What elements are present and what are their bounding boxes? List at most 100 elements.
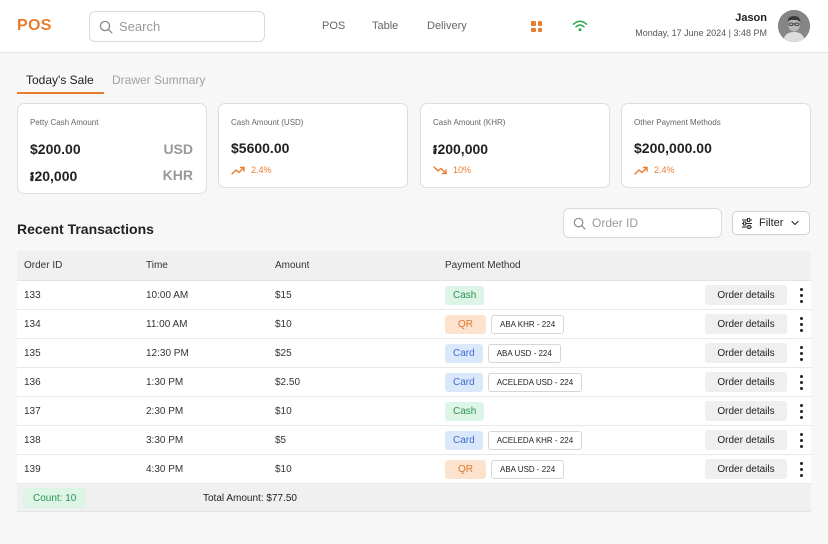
payment-method-cell: Cash — [445, 281, 485, 309]
app-logo[interactable]: POS — [17, 17, 52, 34]
order-id-cell: 134 — [24, 318, 41, 330]
table-row: 136 1:30 PM $2.50 Card ACELEDA USD - 224 Orde… — [17, 368, 811, 397]
other-payment-trend: 2.4% — [634, 165, 675, 175]
search-box[interactable] — [89, 11, 265, 42]
time-cell: 11:00 AM — [146, 318, 188, 330]
trending-down-icon — [433, 165, 447, 174]
cash-usd-value: $5600.00 — [231, 140, 290, 156]
payment-method-badge: QR — [445, 314, 486, 334]
filter-label: Filter — [759, 217, 784, 229]
table-row: 133 10:00 AM $15 Cash Order details — [17, 281, 811, 310]
sliders-icon — [742, 217, 752, 229]
other-payment-card: Other Payment Methods $200,000.00 2.4% — [621, 103, 811, 188]
avatar[interactable] — [778, 10, 810, 42]
more-options-icon[interactable] — [797, 375, 805, 390]
payment-method-cell: Card ABA USD - 224 — [445, 339, 561, 367]
total-amount: Total Amount: $77.50 — [203, 492, 297, 504]
nav-table[interactable]: Table — [372, 20, 399, 32]
nav-pos[interactable]: POS — [322, 20, 346, 32]
time-cell: 1:30 PM — [146, 376, 184, 388]
tab-drawer-summary[interactable]: Drawer Summary — [112, 73, 206, 87]
more-options-icon[interactable] — [797, 346, 805, 361]
card-title: Cash Amount (KHR) — [433, 118, 506, 127]
trending-up-icon — [634, 166, 648, 175]
column-header-order-id: Order ID — [24, 260, 63, 271]
payment-method-badge: Cash — [445, 401, 485, 421]
top-bar: POS POS Table Delivery Jason Monday, 17 … — [0, 0, 828, 53]
bank-account-tag: ABA KHR - 224 — [491, 314, 565, 334]
cash-usd-card: Cash Amount (USD) $5600.00 2.4% — [218, 103, 408, 188]
order-details-button[interactable]: Order details — [705, 401, 787, 421]
more-options-icon[interactable] — [797, 433, 805, 448]
card-title: Petty Cash Amount — [30, 118, 99, 127]
card-title: Cash Amount (USD) — [231, 118, 304, 127]
payment-method-badge: Cash — [445, 285, 485, 305]
order-id-cell: 138 — [24, 434, 41, 446]
more-options-icon[interactable] — [797, 317, 805, 332]
order-details-button[interactable]: Order details — [705, 372, 787, 392]
apps-grid-icon[interactable] — [531, 21, 542, 32]
cash-khr-trend: 10% — [433, 165, 471, 175]
petty-khr-unit: KHR — [162, 167, 193, 183]
chevron-down-icon — [791, 220, 800, 226]
table-row: 139 4:30 PM $10 QR ABA USD - 224 Order detail… — [17, 455, 811, 484]
time-cell: 4:30 PM — [146, 463, 184, 475]
payment-method-cell: Card ACELEDA KHR - 224 — [445, 426, 583, 454]
amount-cell: $2.50 — [275, 376, 301, 388]
wifi-icon[interactable] — [572, 19, 588, 33]
payment-method-cell: Card ACELEDA USD - 224 — [445, 368, 583, 396]
more-options-icon[interactable] — [797, 462, 805, 477]
other-payment-value: $200,000.00 — [634, 140, 712, 156]
tab-todays-sale[interactable]: Today's Sale — [17, 73, 104, 94]
trending-up-icon — [231, 166, 245, 175]
trend-value: 2.4% — [251, 165, 272, 175]
petty-usd-value: $200.00 — [30, 141, 81, 157]
order-search-box[interactable] — [563, 208, 722, 238]
trend-value: 2.4% — [654, 165, 675, 175]
amount-cell: $10 — [275, 463, 292, 475]
petty-cash-card: Petty Cash Amount $200.00 USD ៛20,000 KH… — [17, 103, 207, 194]
column-header-time: Time — [146, 260, 168, 271]
card-title: Other Payment Methods — [634, 118, 721, 127]
order-details-button[interactable]: Order details — [705, 343, 787, 363]
amount-cell: $10 — [275, 318, 292, 330]
order-details-button[interactable]: Order details — [705, 459, 787, 479]
user-name: Jason — [735, 12, 767, 24]
table-row: 135 12:30 PM $25 Card ABA USD - 224 Order det… — [17, 339, 811, 368]
amount-cell: $5 — [275, 434, 287, 446]
order-details-button[interactable]: Order details — [705, 285, 787, 305]
order-details-button[interactable]: Order details — [705, 314, 787, 334]
section-title: Recent Transactions — [17, 221, 154, 237]
amount-cell: $25 — [275, 347, 292, 359]
table-footer: Count: 10 Total Amount: $77.50 — [17, 484, 811, 512]
time-cell: 12:30 PM — [146, 347, 189, 359]
search-input[interactable] — [119, 19, 259, 34]
order-id-cell: 133 — [24, 289, 41, 301]
time-cell: 10:00 AM — [146, 289, 189, 301]
column-header-amount: Amount — [275, 260, 310, 271]
amount-cell: $15 — [275, 289, 292, 301]
trend-value: 10% — [453, 165, 472, 175]
payment-method-badge: QR — [445, 459, 486, 479]
more-options-icon[interactable] — [797, 288, 805, 303]
table-row: 138 3:30 PM $5 Card ACELEDA KHR - 224 Order d… — [17, 426, 811, 455]
cash-khr-value: ៛200,000 — [433, 141, 489, 157]
table-row: 134 11:00 AM $10 QR ABA KHR - 224 Order detai… — [17, 310, 811, 339]
transactions-table: Order ID Time Amount Payment Method 133 1… — [17, 251, 811, 512]
payment-method-cell: QR ABA USD - 224 — [445, 455, 565, 483]
order-id-input[interactable] — [592, 216, 707, 230]
petty-khr-value: ៛20,000 — [30, 168, 78, 184]
filter-button[interactable]: Filter — [732, 211, 810, 235]
time-cell: 2:30 PM — [146, 405, 184, 417]
payment-method-badge: Card — [445, 343, 483, 363]
count-badge: Count: 10 — [23, 488, 87, 508]
more-options-icon[interactable] — [797, 404, 805, 419]
amount-cell: $10 — [275, 405, 292, 417]
nav-delivery[interactable]: Delivery — [427, 20, 467, 32]
table-row: 137 2:30 PM $10 Cash Order details — [17, 397, 811, 426]
bank-account-tag: ABA USD - 224 — [487, 343, 561, 363]
order-details-button[interactable]: Order details — [705, 430, 787, 450]
order-id-cell: 139 — [24, 463, 41, 475]
order-id-cell: 137 — [24, 405, 41, 417]
current-datetime: Monday, 17 June 2024 | 3:48 PM — [635, 28, 767, 38]
